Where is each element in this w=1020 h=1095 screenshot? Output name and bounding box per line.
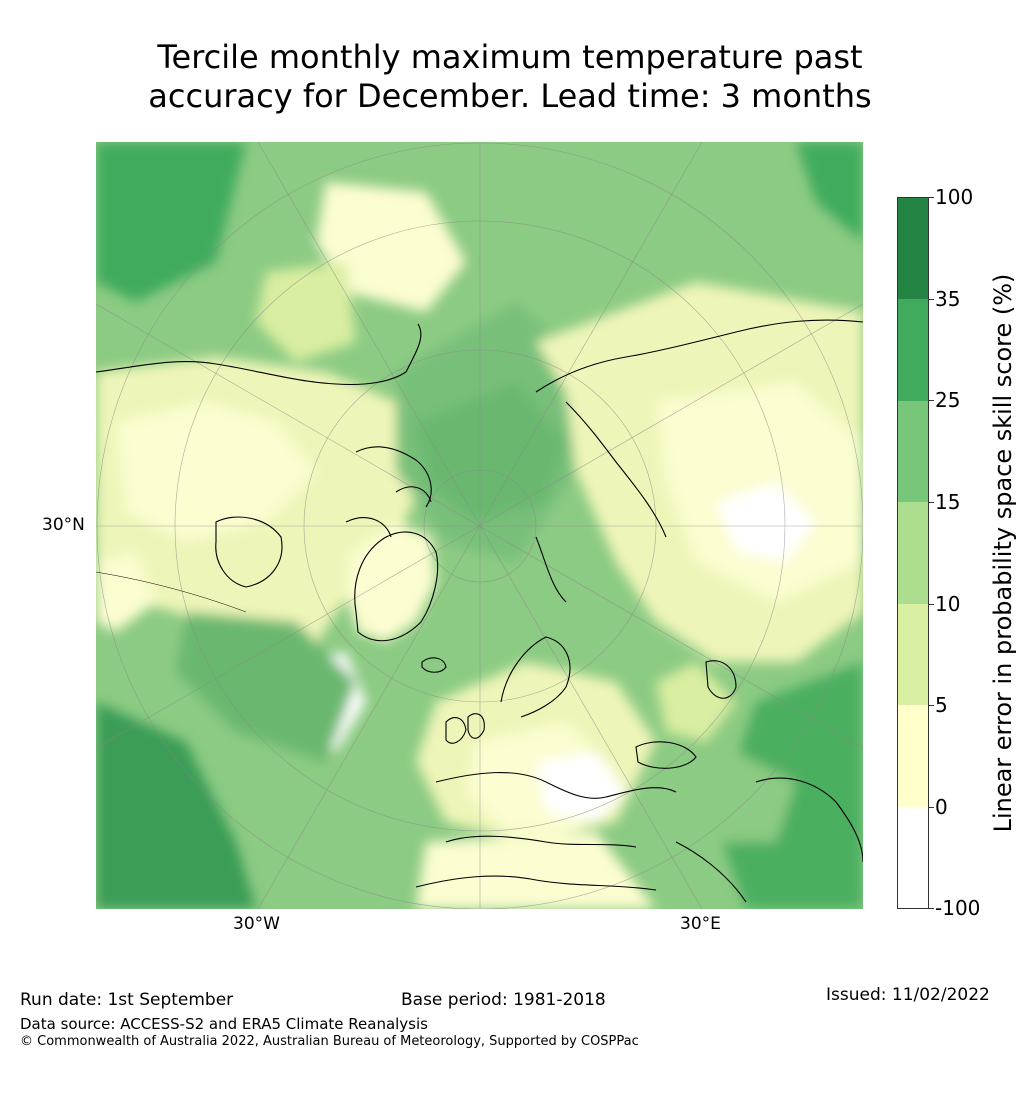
colorbar-segment-5-10 — [898, 603, 928, 706]
colorbar-segment-neg100-0 — [898, 806, 928, 908]
colorbar-tick-0: 0 — [935, 795, 948, 819]
title-line-2: accuracy for December. Lead time: 3 mont… — [148, 77, 872, 115]
colorbar-segment-25-35 — [898, 299, 928, 401]
graticule — [96, 142, 863, 909]
issued-date: Issued: 11/02/2022 — [826, 985, 990, 1005]
colorbar-segment-35-100 — [898, 198, 928, 300]
colorbar-tick-5: 5 — [935, 693, 948, 717]
colorbar-label: Linear error in probability space skill … — [989, 273, 1017, 833]
colorbar-tick-15: 15 — [935, 490, 961, 514]
base-period: Base period: 1981-2018 — [401, 990, 606, 1010]
colorbar-segment-10-15 — [898, 502, 928, 604]
colorbar — [897, 197, 929, 909]
colorbar-tick-neg100: -100 — [935, 896, 981, 920]
lat-label-30n: 30°N — [42, 515, 85, 535]
copyright: © Commonwealth of Australia 2022, Austra… — [20, 1034, 639, 1049]
lon-label-30e: 30°E — [680, 914, 721, 934]
coastlines — [96, 319, 863, 903]
polar-map — [96, 142, 863, 909]
colorbar-segment-0-5 — [898, 705, 928, 807]
colorbar-tick-10: 10 — [935, 592, 961, 616]
title-line-1: Tercile monthly maximum temperature past — [157, 38, 863, 76]
data-source: Data source: ACCESS-S2 and ERA5 Climate … — [20, 1015, 428, 1033]
lon-label-30w: 30°W — [233, 914, 280, 934]
chart-title: Tercile monthly maximum temperature past… — [0, 38, 1020, 116]
skill-field — [96, 142, 863, 909]
colorbar-tick-100: 100 — [935, 185, 974, 209]
colorbar-tick-25: 25 — [935, 388, 961, 412]
colorbar-tick-35: 35 — [935, 287, 961, 311]
run-date: Run date: 1st September — [20, 990, 234, 1010]
map-canvas — [96, 142, 863, 909]
colorbar-segment-15-25 — [898, 400, 928, 503]
